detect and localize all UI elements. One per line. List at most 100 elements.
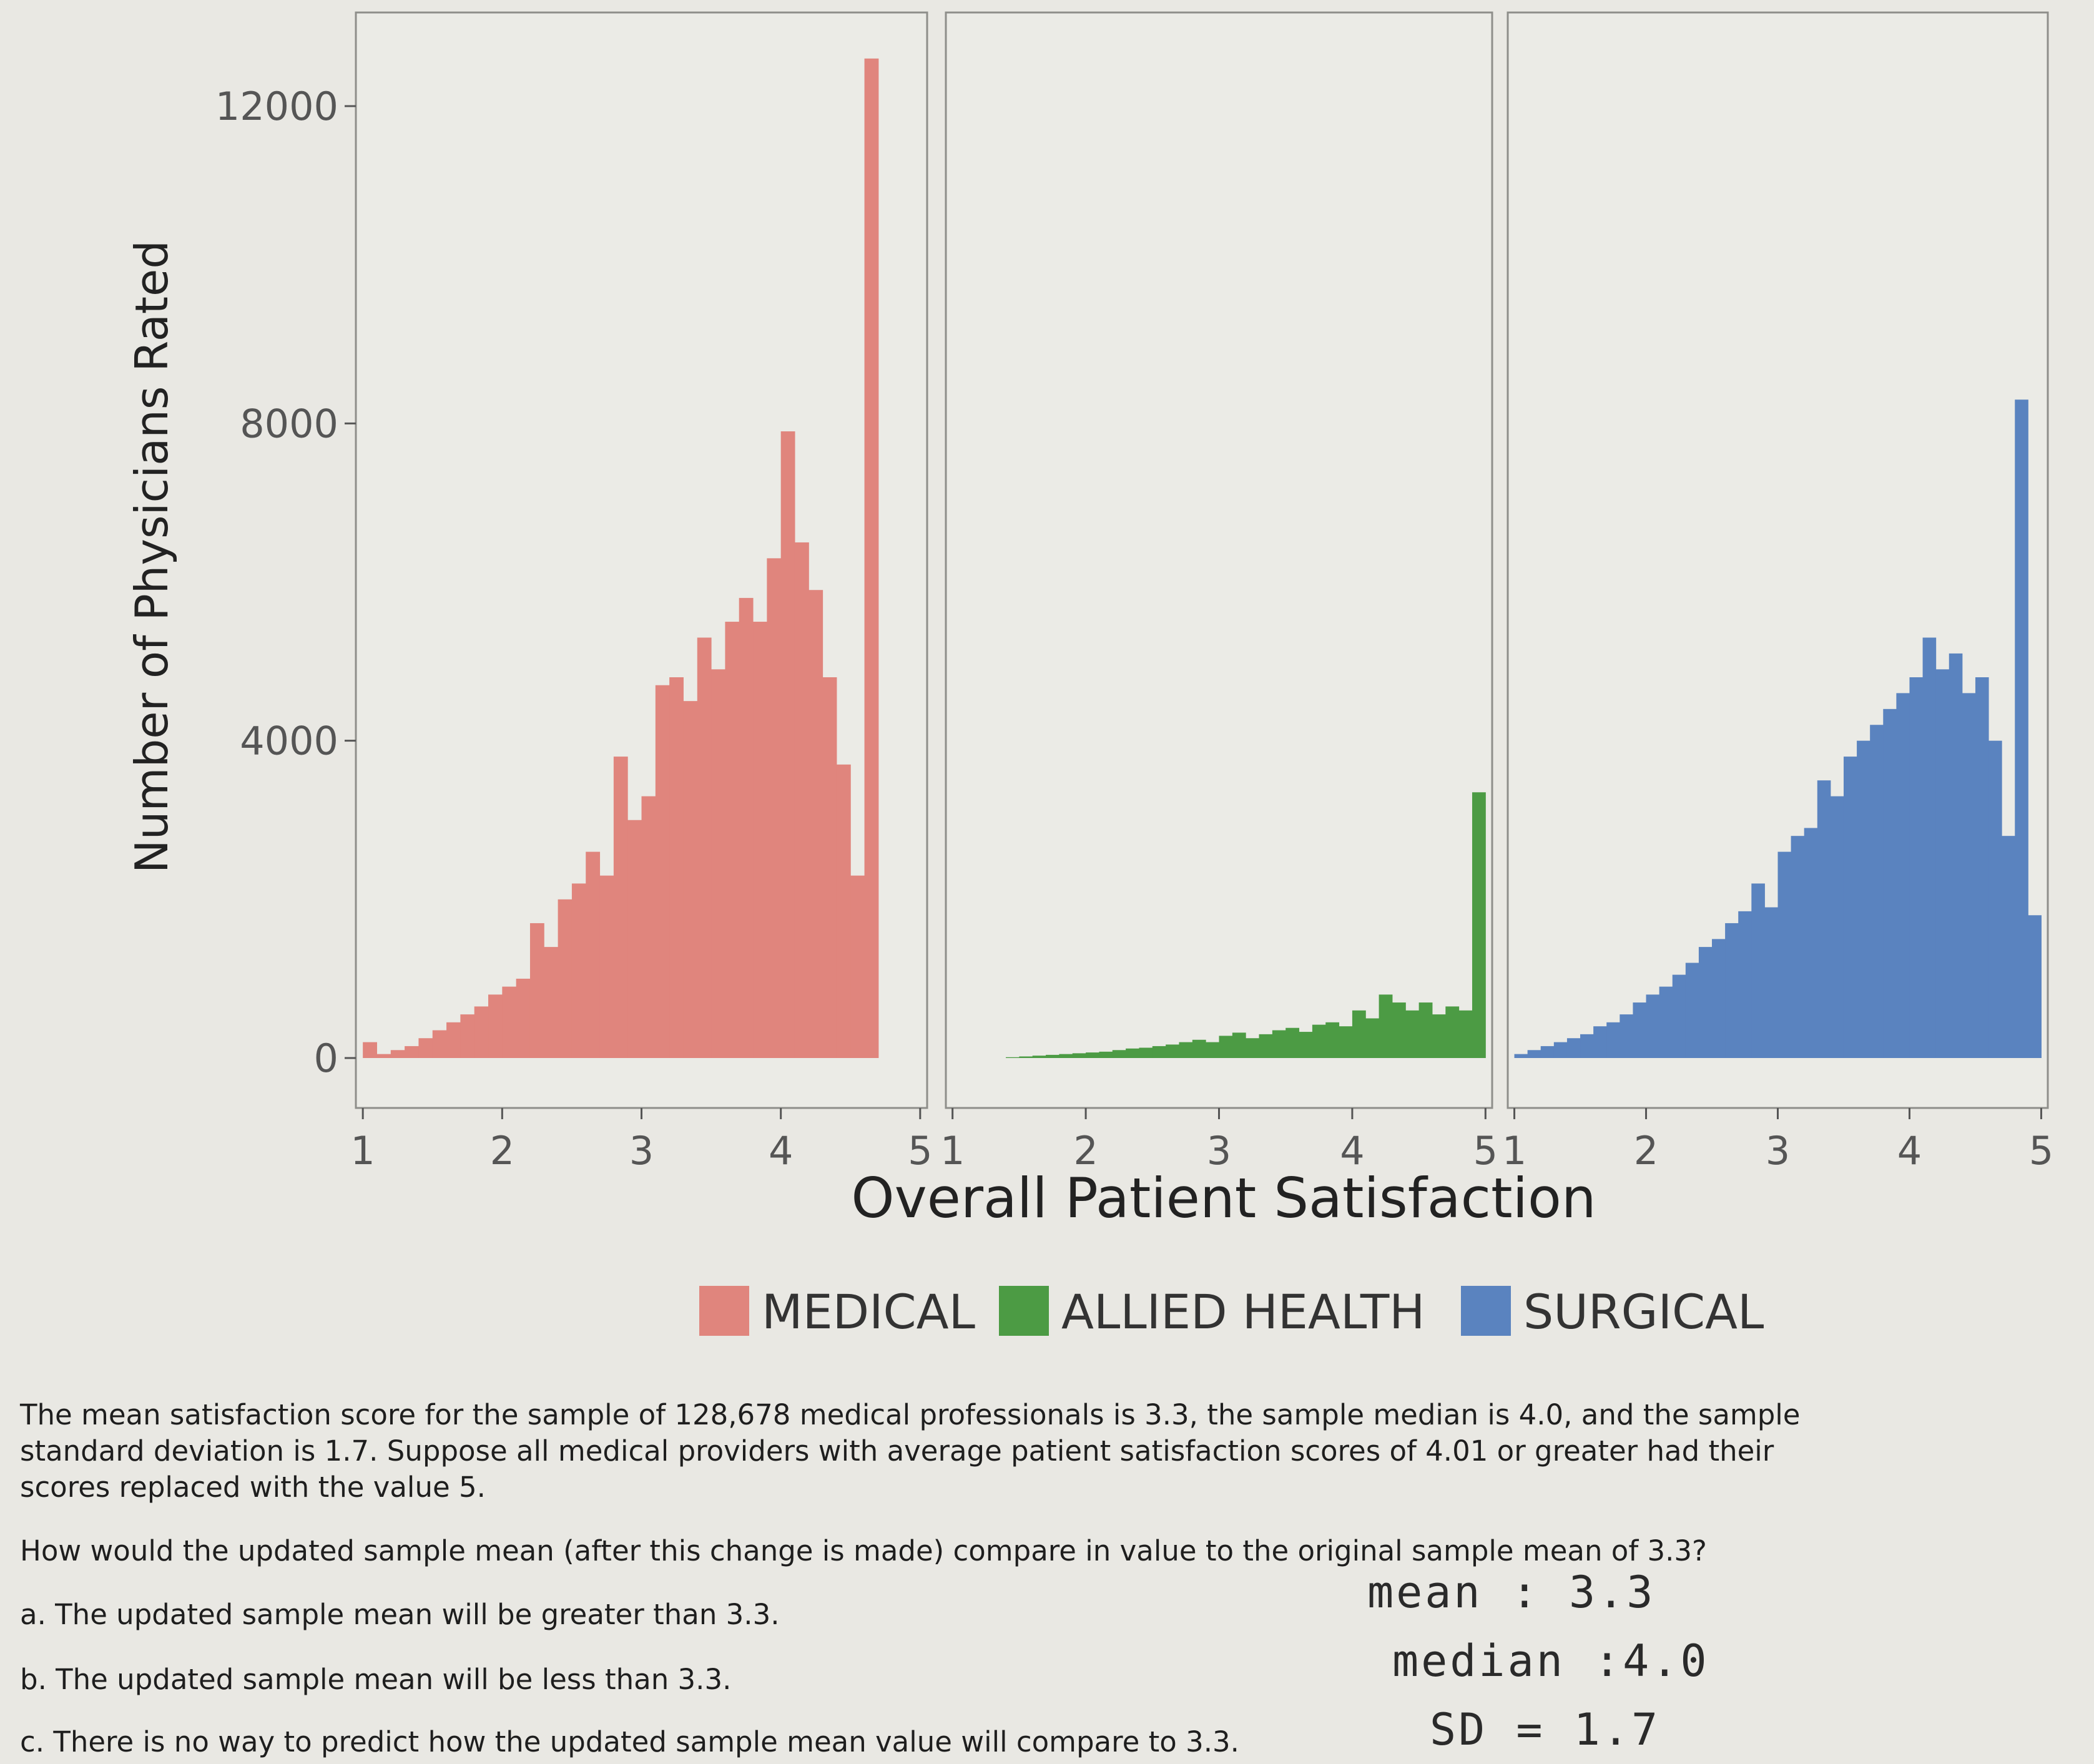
bar-surgical-4.0 [1909,677,1924,1058]
bar-surgical-3.9 [1896,693,1910,1058]
bar-allied-health-3.5 [1285,1027,1300,1058]
bar-allied-health-4.4 [1405,1010,1420,1058]
bar-allied-health-3.3 [1259,1034,1273,1058]
bar-allied-health-2.9 [1206,1042,1219,1058]
bar-medical-1.2 [390,1050,405,1058]
bar-medical-4.0 [780,431,795,1058]
problem-statement-line-2: standard deviation is 1.7. Suppose all m… [20,1434,1774,1468]
bar-medical-2.4 [558,899,573,1058]
bar-medical-1.1 [376,1054,391,1058]
bar-surgical-2.9 [1764,907,1778,1058]
bar-allied-health-3.4 [1272,1030,1286,1058]
bar-medical-3.5 [711,669,725,1058]
x-tick-label: 2 [1634,1128,1658,1174]
bar-medical-1.5 [432,1030,447,1058]
bar-surgical-4.2 [1935,669,1950,1058]
bar-surgical-1.4 [1566,1038,1581,1058]
bar-surgical-4.6 [1988,740,2002,1058]
bar-medical-3.8 [753,622,767,1058]
bar-allied-health-4.1 [1365,1018,1380,1058]
y-tick-label: 0 [314,1036,338,1081]
option-b[interactable]: b. The updated sample mean will be less … [20,1663,732,1696]
bar-medical-1.7 [460,1014,475,1058]
option-c[interactable]: c. There is no way to predict how the up… [20,1725,1239,1758]
x-tick-label: 5 [1473,1128,1498,1174]
bar-surgical-2.6 [1725,923,1739,1058]
bar-surgical-4.9 [2028,915,2042,1058]
bar-allied-health-4.7 [1445,1006,1460,1058]
x-tick-label: 1 [1502,1128,1526,1174]
bar-allied-health-2.6 [1166,1044,1179,1058]
legend-swatch-surgical [1461,1286,1511,1336]
x-tick-label: 1 [350,1128,375,1174]
x-tick-label: 1 [940,1128,965,1174]
bar-surgical-1.1 [1527,1050,1541,1058]
bar-medical-4.5 [850,875,865,1058]
bar-medical-3.4 [697,637,712,1058]
bar-medical-4.2 [809,590,823,1058]
bar-allied-health-4.9 [1472,792,1486,1058]
legend: MEDICAL ALLIED HEALTH SURGICAL [699,1284,1764,1340]
bar-medical-4.6 [864,58,879,1058]
bar-medical-4.1 [794,542,809,1058]
bar-surgical-2.2 [1672,974,1686,1058]
bar-medical-2.1 [516,978,531,1058]
bar-allied-health-1.9 [1072,1053,1086,1058]
bar-medical-1.3 [405,1046,419,1058]
bar-medical-1.6 [446,1022,461,1058]
bar-medical-3.1 [655,685,670,1058]
bar-medical-2.3 [544,947,559,1058]
bar-surgical-2.7 [1738,911,1752,1058]
bar-surgical-1.9 [1633,1002,1647,1058]
bar-surgical-4.1 [1922,637,1937,1058]
bar-medical-3.7 [739,597,754,1058]
bar-allied-health-3.9 [1339,1026,1353,1058]
bar-surgical-1.3 [1553,1042,1568,1058]
legend-label-surgical: SURGICAL [1523,1284,1764,1340]
handwritten-median: median :4.0 [1392,1635,1709,1687]
x-tick-label: 3 [629,1128,654,1174]
bar-surgical-4.8 [2015,399,2028,1059]
bar-surgical-1.8 [1620,1014,1633,1058]
handwritten-sd: SD = 1.7 [1430,1704,1661,1755]
bar-medical-3.3 [683,701,698,1058]
bar-surgical-1.2 [1540,1046,1555,1058]
bar-allied-health-2.2 [1112,1050,1126,1058]
bar-surgical-3.8 [1883,708,1897,1058]
bar-allied-health-2.1 [1099,1051,1113,1058]
bar-medical-3.6 [725,622,740,1058]
bar-allied-health-4.2 [1379,994,1393,1058]
bar-surgical-3.0 [1777,851,1792,1058]
bar-allied-health-3.6 [1299,1032,1313,1058]
bar-allied-health-1.5 [1019,1056,1033,1058]
bar-surgical-4.7 [2002,836,2015,1058]
bar-surgical-3.5 [1843,757,1857,1058]
legend-label-allied-health: ALLIED HEALTH [1061,1284,1425,1340]
bar-allied-health-1.6 [1032,1056,1046,1058]
bar-allied-health-3.8 [1325,1022,1340,1058]
bar-surgical-3.4 [1830,796,1844,1058]
bar-allied-health-1.4 [1006,1057,1020,1058]
bar-allied-health-2.8 [1192,1039,1206,1058]
bar-surgical-2.8 [1751,883,1765,1058]
bar-allied-health-3.0 [1219,1036,1233,1058]
x-tick-label: 4 [1897,1128,1922,1174]
bar-allied-health-2.0 [1086,1052,1099,1058]
x-tick-label: 5 [908,1128,932,1174]
bar-surgical-3.1 [1791,836,1805,1058]
bar-medical-2.2 [529,923,544,1058]
bar-surgical-1.7 [1606,1022,1620,1058]
bar-surgical-1.5 [1580,1034,1594,1058]
x-tick-label: 2 [1073,1128,1098,1174]
bar-allied-health-3.1 [1232,1032,1246,1058]
x-tick-label: 2 [490,1128,514,1174]
bar-allied-health-1.8 [1059,1054,1073,1058]
bar-medical-3.0 [641,796,656,1058]
bar-medical-4.3 [822,677,837,1058]
bar-medical-1.0 [363,1042,377,1058]
bar-allied-health-4.3 [1392,1002,1406,1058]
bar-medical-3.9 [767,558,782,1058]
legend-label-medical: MEDICAL [762,1284,975,1340]
option-a[interactable]: a. The updated sample mean will be great… [20,1598,780,1631]
